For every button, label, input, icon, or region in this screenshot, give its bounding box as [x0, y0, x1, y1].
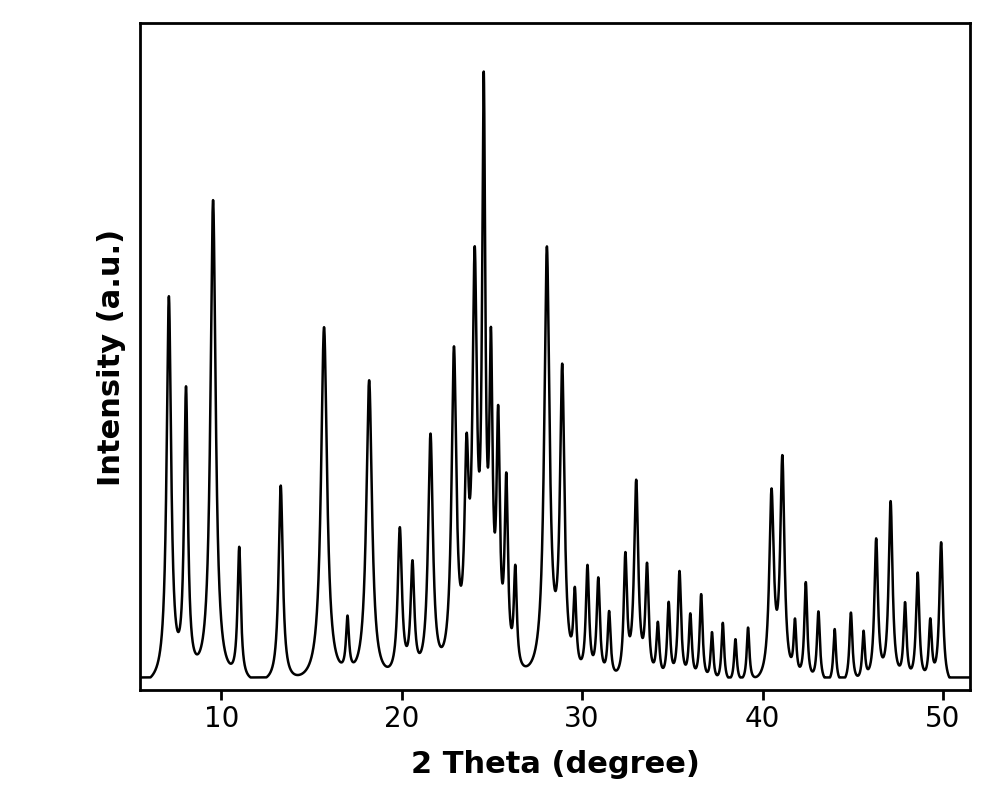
- X-axis label: 2 Theta (degree): 2 Theta (degree): [411, 749, 699, 778]
- Y-axis label: Intensity (a.u.): Intensity (a.u.): [97, 229, 126, 485]
